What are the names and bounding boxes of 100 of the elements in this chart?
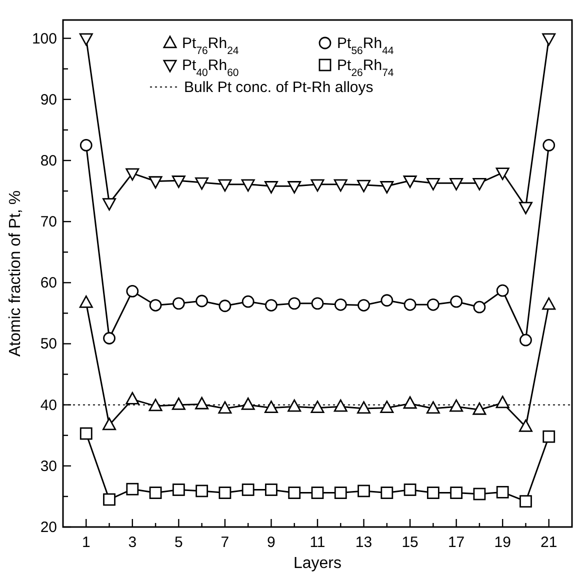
point <box>80 139 92 152</box>
point <box>241 179 255 192</box>
y-tick-label: 40 <box>40 396 57 414</box>
point <box>520 495 532 508</box>
point <box>473 300 486 314</box>
x-tick-label: 7 <box>220 534 230 551</box>
point <box>218 179 232 192</box>
point <box>380 294 394 307</box>
point <box>195 177 209 190</box>
point <box>265 299 278 312</box>
point <box>496 396 510 408</box>
point <box>404 484 416 496</box>
point <box>195 396 209 410</box>
point <box>450 399 464 412</box>
point <box>126 392 140 404</box>
legend-label: Pt$_{56}$Rh$_{44}$ <box>337 35 394 57</box>
point <box>426 486 440 499</box>
point <box>426 178 440 190</box>
x-axis-title: Layers <box>293 555 342 572</box>
y-tick-label: 80 <box>40 152 57 170</box>
point <box>265 484 278 496</box>
legend-label: Pt$_{76}$Rh$_{24}$ <box>182 35 239 57</box>
point <box>103 493 116 506</box>
point <box>218 401 232 414</box>
point <box>358 299 370 312</box>
point <box>450 295 463 308</box>
point <box>149 299 162 312</box>
point <box>172 398 186 410</box>
point <box>218 300 232 312</box>
point <box>310 400 324 413</box>
y-tick-label: 50 <box>40 336 57 353</box>
y-tick-label: 30 <box>40 458 57 475</box>
point <box>542 139 556 152</box>
y-tick-label: 100 <box>32 30 57 48</box>
point <box>472 178 486 190</box>
point <box>172 297 185 310</box>
point <box>218 486 232 499</box>
legend-label: Bulk Pt conc. of Pt-Rh alloys <box>184 79 374 96</box>
point <box>518 420 532 432</box>
y-tick-label: 20 <box>40 519 57 536</box>
point <box>126 482 139 496</box>
point <box>542 297 556 310</box>
legend-label: Pt$_{40}$Rh$_{60}$ <box>182 57 239 79</box>
point <box>380 400 394 413</box>
x-tick-label: 1 <box>82 534 90 551</box>
x-tick-label: 21 <box>540 534 558 551</box>
y-tick-label: 60 <box>40 274 57 292</box>
point <box>542 33 556 46</box>
point <box>103 332 116 344</box>
point <box>334 179 348 192</box>
point <box>311 486 324 499</box>
point <box>149 486 162 499</box>
point <box>496 284 509 297</box>
point <box>288 181 302 194</box>
y-axis-title: Atomic fraction of Pt, % <box>7 190 24 357</box>
point <box>404 298 416 311</box>
point <box>102 418 116 430</box>
point <box>264 400 278 413</box>
legend-label: Pt$_{26}$Rh$_{74}$ <box>337 57 394 79</box>
point <box>79 33 93 46</box>
point <box>310 179 324 192</box>
point <box>450 486 463 499</box>
point <box>496 168 510 180</box>
point <box>241 398 255 410</box>
x-tick-label: 5 <box>174 534 183 551</box>
point <box>472 402 486 415</box>
point <box>403 396 417 409</box>
point <box>496 486 509 498</box>
point <box>242 295 254 308</box>
point <box>520 334 532 346</box>
point <box>450 178 464 190</box>
point <box>542 430 556 443</box>
point <box>334 399 348 412</box>
point <box>357 401 371 414</box>
point <box>473 488 486 500</box>
point <box>334 486 347 499</box>
point <box>358 484 370 498</box>
point <box>126 168 140 181</box>
point <box>334 298 347 311</box>
y-tick-label: 70 <box>40 214 57 231</box>
point <box>196 294 208 308</box>
point <box>518 202 532 214</box>
point <box>172 484 185 496</box>
point <box>148 176 162 189</box>
point <box>426 401 440 414</box>
point <box>380 181 394 194</box>
point <box>311 297 324 310</box>
point <box>264 181 278 194</box>
point <box>288 399 302 412</box>
x-tick-label: 15 <box>402 534 418 551</box>
point <box>79 296 93 308</box>
x-tick-label: 19 <box>494 534 511 551</box>
x-tick-label: 3 <box>128 534 137 551</box>
point <box>172 176 186 188</box>
x-tick-label: 11 <box>310 534 326 551</box>
point <box>80 427 92 440</box>
x-tick-label: 17 <box>448 534 465 551</box>
point <box>242 484 254 496</box>
point <box>102 198 116 211</box>
point <box>357 180 371 192</box>
